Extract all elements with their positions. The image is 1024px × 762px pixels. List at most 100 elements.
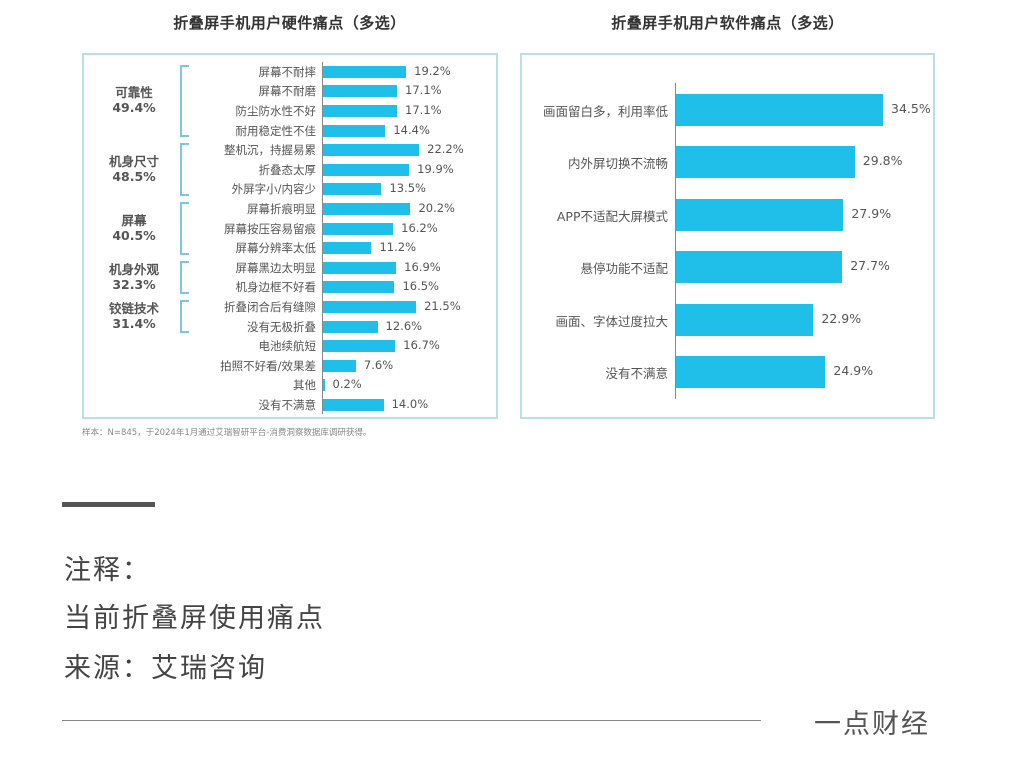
bar-value: 14.0% xyxy=(391,397,429,411)
bar xyxy=(323,203,411,215)
section-divider xyxy=(62,502,155,507)
group-bracket xyxy=(180,202,189,255)
bar-value: 19.9% xyxy=(417,161,454,176)
bar xyxy=(676,303,814,336)
software-chart-title: 折叠屏手机用户软件痛点（多选） xyxy=(611,14,844,32)
bar xyxy=(676,94,883,126)
bar xyxy=(323,242,372,255)
group-label: 屏幕 40.5% xyxy=(96,213,172,243)
bar xyxy=(323,301,417,313)
notes-line-1: 当前折叠屏使用痛点 xyxy=(64,603,325,634)
bar-label: 屏幕分辨率太低 xyxy=(235,241,317,256)
bar xyxy=(323,163,410,176)
hardware-chart-title: 折叠屏手机用户硬件痛点（多选） xyxy=(173,14,406,32)
group-name: 机身外观 xyxy=(108,261,159,277)
bar-label: 画面、字体过度拉大 xyxy=(555,313,668,329)
group-bracket xyxy=(180,300,189,334)
bar-value: 24.9% xyxy=(833,363,874,378)
bar xyxy=(323,124,386,137)
bar-label: 拍照不好看/效果差 xyxy=(220,358,316,373)
group-bracket xyxy=(180,143,189,197)
bar-value: 27.7% xyxy=(850,258,890,274)
bar xyxy=(676,251,843,284)
bar-label: 整机沉，持握易累 xyxy=(224,143,316,158)
bar xyxy=(323,105,398,117)
bar-label: 防尘防水性不好 xyxy=(235,104,317,118)
group-label: 可靠性 49.4% xyxy=(96,85,172,115)
bar xyxy=(323,183,382,196)
bar-label: 屏幕按压容易留痕 xyxy=(224,221,316,236)
bar-label: 屏幕折痕明显 xyxy=(247,202,316,216)
bar xyxy=(323,320,378,333)
bar-value: 16.7% xyxy=(403,338,440,353)
bar-value: 22.9% xyxy=(821,310,862,326)
bar-value: 21.5% xyxy=(424,299,461,313)
bar xyxy=(323,359,356,372)
group-label: 铰链技术 31.4% xyxy=(96,301,172,331)
bar-value: 0.2% xyxy=(332,377,362,392)
group-bracket xyxy=(180,261,189,295)
bar-value: 17.1% xyxy=(405,83,442,98)
bar-label: 屏幕不耐摔 xyxy=(258,64,317,79)
bar-value: 29.8% xyxy=(862,153,903,169)
bar-label: 外屏字小/内容少 xyxy=(231,182,316,197)
bar-value: 12.6% xyxy=(385,318,423,333)
group-label: 机身尺寸 48.5% xyxy=(96,154,172,184)
bar xyxy=(323,379,325,392)
bar xyxy=(323,85,398,98)
software-chart-axis xyxy=(675,83,676,399)
bar-label: 机身边框不好看 xyxy=(235,280,317,295)
bar-value: 7.6% xyxy=(363,357,394,372)
bar-value: 13.5% xyxy=(389,181,426,196)
bar-label: 屏幕黑边太明显 xyxy=(235,260,317,275)
group-bracket xyxy=(180,65,189,138)
bar-label: 耐用稳定性不佳 xyxy=(235,123,317,138)
bar-value: 19.2% xyxy=(414,63,451,78)
notes-heading: 注释： xyxy=(64,555,151,586)
bar xyxy=(676,356,826,388)
brand-signature: 一点财经 xyxy=(814,709,930,740)
bar xyxy=(323,261,397,274)
bar-label: 内外屏切换不流畅 xyxy=(567,156,668,172)
bar-label: APP不适配大屏模式 xyxy=(556,208,668,224)
bar-value: 22.2% xyxy=(427,142,464,157)
bar-label: 没有不满意 xyxy=(258,398,317,412)
bar-label: 其他 xyxy=(293,378,316,393)
bar xyxy=(676,146,855,179)
bar-label: 没有不满意 xyxy=(605,366,668,381)
bar xyxy=(323,399,384,411)
group-name: 屏幕 xyxy=(121,212,147,228)
bar-label: 屏幕不耐磨 xyxy=(258,84,317,99)
group-value: 49.4% xyxy=(112,100,156,116)
hardware-chart-frame xyxy=(82,53,498,419)
bar xyxy=(323,281,395,294)
bar-value: 34.5% xyxy=(891,101,931,116)
bar-value: 16.9% xyxy=(404,259,441,274)
bar xyxy=(323,65,407,78)
bar-value: 27.9% xyxy=(851,205,892,221)
bar-label: 没有无极折叠 xyxy=(247,319,316,334)
group-value: 32.3% xyxy=(112,276,156,292)
group-value: 31.4% xyxy=(112,315,156,331)
bar-value: 11.2% xyxy=(379,240,417,255)
footer-divider xyxy=(62,720,761,721)
bar-label: 电池续航短 xyxy=(258,339,317,354)
group-name: 铰链技术 xyxy=(108,300,159,316)
group-value: 40.5% xyxy=(112,227,156,243)
bar-value: 20.2% xyxy=(418,201,455,215)
notes-line-2: 来源：艾瑞咨询 xyxy=(64,653,267,684)
bar-value: 16.5% xyxy=(402,279,439,294)
group-value: 48.5% xyxy=(112,168,156,184)
group-name: 机身尺寸 xyxy=(108,153,159,169)
bar xyxy=(323,340,396,353)
hardware-chart-axis xyxy=(322,62,323,414)
chart-footnote: 样本：N=845，于2024年1月通过艾瑞智研平台-消费洞察数据库调研获得。 xyxy=(82,428,372,438)
bar-label: 折叠态太厚 xyxy=(258,162,317,177)
bar-value: 14.4% xyxy=(393,122,430,137)
group-name: 可靠性 xyxy=(115,85,153,101)
bar-label: 画面留白多，利用率低 xyxy=(542,104,668,119)
bar-value: 17.1% xyxy=(405,103,442,117)
bar xyxy=(323,222,394,235)
bar xyxy=(323,144,420,157)
group-label: 机身外观 32.3% xyxy=(96,262,172,292)
